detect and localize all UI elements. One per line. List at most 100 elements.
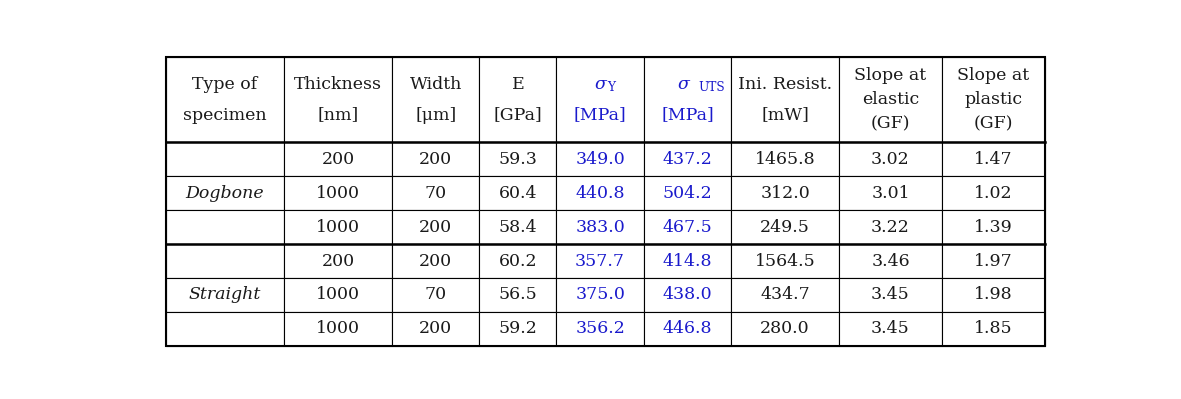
Bar — [644, 210, 731, 244]
Bar — [644, 142, 731, 176]
Text: 438.0: 438.0 — [663, 286, 712, 304]
Bar — [165, 57, 285, 142]
Bar — [644, 176, 731, 210]
Bar — [165, 210, 285, 244]
Text: 504.2: 504.2 — [663, 185, 712, 201]
Text: 1.98: 1.98 — [974, 286, 1012, 304]
Bar — [731, 142, 839, 176]
Bar — [731, 210, 839, 244]
Text: 280.0: 280.0 — [761, 320, 810, 338]
Text: Type of: Type of — [193, 76, 257, 93]
Bar — [392, 142, 479, 176]
Bar — [941, 142, 1044, 176]
Text: specimen: specimen — [183, 107, 267, 124]
Bar — [941, 278, 1044, 312]
Text: 200: 200 — [419, 151, 452, 168]
Text: 3.46: 3.46 — [872, 253, 909, 270]
Bar — [479, 278, 556, 312]
Text: 446.8: 446.8 — [663, 320, 712, 338]
Text: (GF): (GF) — [870, 115, 911, 132]
Text: σ: σ — [594, 76, 606, 93]
Text: Thickness: Thickness — [294, 76, 383, 93]
Text: [nm]: [nm] — [318, 107, 359, 124]
Text: E: E — [511, 76, 524, 93]
Bar — [556, 57, 644, 142]
Bar — [165, 142, 285, 176]
Text: 1000: 1000 — [317, 219, 360, 236]
Bar — [941, 176, 1044, 210]
Bar — [285, 176, 392, 210]
Text: Slope at: Slope at — [854, 67, 927, 84]
Text: 200: 200 — [419, 320, 452, 338]
Bar — [839, 176, 941, 210]
Text: 1.97: 1.97 — [974, 253, 1012, 270]
Text: 60.4: 60.4 — [498, 185, 537, 201]
Bar — [392, 312, 479, 346]
Bar — [392, 176, 479, 210]
Text: 414.8: 414.8 — [663, 253, 712, 270]
Bar — [731, 57, 839, 142]
Text: 3.45: 3.45 — [872, 320, 909, 338]
Bar — [839, 57, 941, 142]
Text: [MPa]: [MPa] — [661, 107, 713, 124]
Bar — [479, 312, 556, 346]
Bar — [941, 244, 1044, 278]
Text: 356.2: 356.2 — [575, 320, 625, 338]
Text: 312.0: 312.0 — [761, 185, 810, 201]
Bar — [392, 244, 479, 278]
Text: plastic: plastic — [964, 91, 1023, 108]
Bar — [644, 244, 731, 278]
Bar — [479, 210, 556, 244]
Bar — [731, 176, 839, 210]
Text: 1.85: 1.85 — [974, 320, 1012, 338]
Text: 1000: 1000 — [317, 286, 360, 304]
Bar — [285, 312, 392, 346]
Bar — [556, 176, 644, 210]
Bar — [285, 278, 392, 312]
Text: 375.0: 375.0 — [575, 286, 625, 304]
Bar — [839, 312, 941, 346]
Text: 383.0: 383.0 — [575, 219, 625, 236]
Bar — [556, 278, 644, 312]
Text: 3.45: 3.45 — [872, 286, 909, 304]
Bar — [392, 57, 479, 142]
Text: 70: 70 — [425, 286, 446, 304]
Text: 200: 200 — [419, 219, 452, 236]
Text: 3.01: 3.01 — [872, 185, 909, 201]
Text: 1000: 1000 — [317, 185, 360, 201]
Bar — [285, 244, 392, 278]
Bar — [285, 142, 392, 176]
Text: 58.4: 58.4 — [498, 219, 537, 236]
Bar — [285, 210, 392, 244]
Text: 3.22: 3.22 — [872, 219, 909, 236]
Bar — [479, 142, 556, 176]
Text: 1.02: 1.02 — [974, 185, 1012, 201]
Text: 59.3: 59.3 — [498, 151, 537, 168]
Bar — [644, 278, 731, 312]
Text: 59.2: 59.2 — [498, 320, 537, 338]
Bar — [165, 244, 285, 278]
Text: 200: 200 — [321, 253, 354, 270]
Text: 200: 200 — [419, 253, 452, 270]
Text: 56.5: 56.5 — [498, 286, 537, 304]
Bar — [479, 176, 556, 210]
Text: Slope at: Slope at — [957, 67, 1030, 84]
Bar — [839, 244, 941, 278]
Text: Dogbone: Dogbone — [185, 185, 265, 201]
Text: 1.39: 1.39 — [974, 219, 1012, 236]
Bar — [941, 57, 1044, 142]
Bar — [285, 57, 392, 142]
Text: 440.8: 440.8 — [575, 185, 625, 201]
Bar — [165, 312, 285, 346]
Text: elastic: elastic — [862, 91, 919, 108]
Bar — [731, 312, 839, 346]
Bar — [644, 312, 731, 346]
Text: UTS: UTS — [698, 81, 725, 94]
Text: 3.02: 3.02 — [872, 151, 909, 168]
Bar — [731, 244, 839, 278]
Text: 349.0: 349.0 — [575, 151, 625, 168]
Bar — [731, 278, 839, 312]
Text: [μm]: [μm] — [415, 107, 456, 124]
Bar — [941, 210, 1044, 244]
Text: σ: σ — [677, 76, 689, 93]
